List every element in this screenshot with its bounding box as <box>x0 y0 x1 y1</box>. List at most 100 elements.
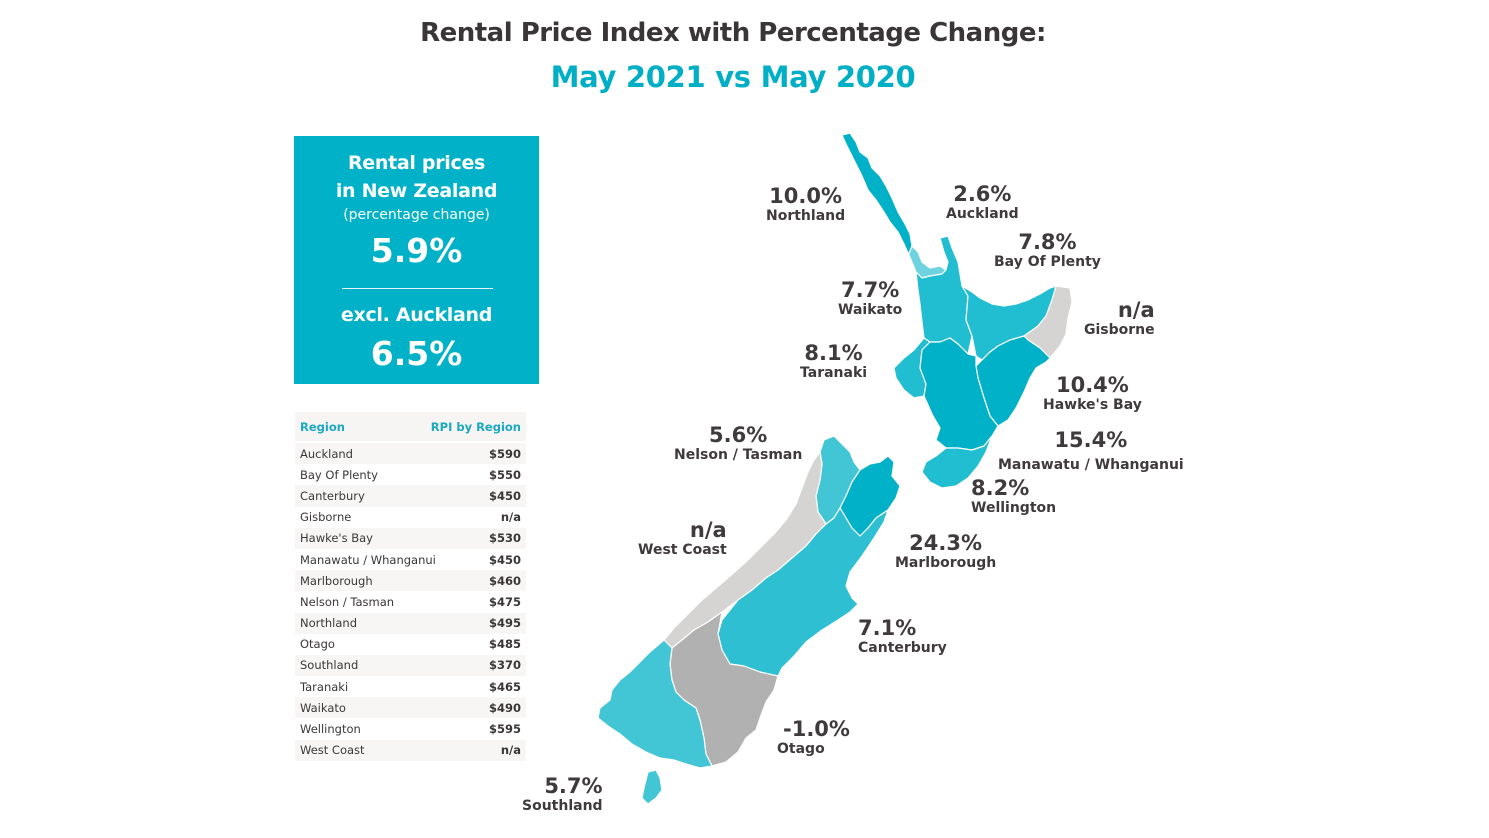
label-otago: -1.0% Otago <box>777 717 850 757</box>
label-name: Hawke's Bay <box>1043 397 1142 413</box>
label-pct: 15.4% <box>1054 428 1128 452</box>
cell-rpi: n/a <box>500 743 521 758</box>
label-pct: 8.2% <box>971 476 1030 500</box>
cell-region: Auckland <box>300 446 353 461</box>
cell-rpi: $595 <box>488 722 521 737</box>
label-west-coast: n/a West Coast <box>638 518 727 558</box>
label-pct: n/a <box>1117 298 1155 322</box>
column-header-region[interactable]: Region <box>300 419 345 434</box>
label-bay-of-plenty: 7.8% Bay Of Plenty <box>994 230 1101 270</box>
label-name: Waikato <box>838 302 903 318</box>
label-hawkes-bay: 10.4% Hawke's Bay <box>1043 373 1142 413</box>
label-name: Northland <box>766 208 846 224</box>
cell-rpi: $370 <box>488 658 521 673</box>
cell-region: Wellington <box>300 722 361 737</box>
region-southland[interactable] <box>597 639 713 769</box>
label-name: Nelson / Tasman <box>674 447 803 463</box>
label-gisborne: n/a Gisborne <box>1084 298 1155 338</box>
label-name: Taranaki <box>800 365 868 381</box>
cell-rpi: $460 <box>488 573 521 588</box>
label-name: Auckland <box>946 206 1019 222</box>
label-pct: 7.8% <box>1018 230 1077 254</box>
kpi-nz-value: 5.9% <box>370 231 463 270</box>
label-name: Wellington <box>971 500 1057 516</box>
kpi-excl-value: 6.5% <box>370 334 463 373</box>
table-row: Wellington $595 <box>295 718 526 739</box>
cell-region: Otago <box>300 637 335 652</box>
label-name: Canterbury <box>858 640 947 656</box>
label-manawatu-whanganui: 15.4% Manawatu / Whanganui <box>998 428 1184 473</box>
cell-region: Marlborough <box>300 573 373 588</box>
table-row: Manawatu / Whanganui $450 <box>295 549 526 570</box>
table-row: Hawke's Bay $530 <box>295 527 526 549</box>
cell-rpi: $550 <box>488 467 521 482</box>
table-row: Waikato $490 <box>295 697 526 719</box>
cell-region: Waikato <box>300 700 346 715</box>
region-auckland[interactable] <box>903 243 947 279</box>
cell-rpi: $450 <box>488 552 521 567</box>
label-southland: 5.7% Southland <box>522 774 603 814</box>
label-northland: 10.0% Northland <box>766 184 846 224</box>
page-subtitle: May 2021 vs May 2020 <box>550 60 916 94</box>
table-row: West Coast n/a <box>295 739 526 761</box>
table-row: Marlborough $460 <box>295 570 526 592</box>
label-canterbury: 7.1% Canterbury <box>858 616 947 656</box>
table-row: Bay Of Plenty $550 <box>295 464 526 485</box>
label-pct: 5.7% <box>544 774 603 798</box>
label-pct: 7.1% <box>858 616 917 640</box>
label-pct: n/a <box>689 518 727 542</box>
cell-region: Gisborne <box>300 510 352 525</box>
table-row: Otago $485 <box>295 634 526 655</box>
table-row: Nelson / Tasman $475 <box>295 591 526 612</box>
label-name: Manawatu / Whanganui <box>998 457 1184 473</box>
table-row: Canterbury $450 <box>295 485 526 507</box>
kpi-line-1: Rental prices <box>347 152 486 174</box>
table-header: Region RPI by Region <box>295 412 526 441</box>
kpi-divider <box>342 288 493 289</box>
column-header-rpi[interactable]: RPI by Region <box>430 419 521 434</box>
cell-rpi: $465 <box>488 679 521 694</box>
region-stewart-island[interactable] <box>641 769 663 805</box>
label-pct: 10.0% <box>769 184 842 208</box>
cell-region: West Coast <box>300 743 365 758</box>
label-marlborough: 24.3% Marlborough <box>895 533 997 571</box>
label-name: West Coast <box>638 542 727 558</box>
region-northland[interactable] <box>841 132 913 257</box>
table-row: Southland $370 <box>295 654 526 677</box>
label-pct: 8.1% <box>804 341 863 365</box>
label-name: Gisborne <box>1084 322 1155 338</box>
cell-region: Bay Of Plenty <box>300 467 378 482</box>
table-row: Taranaki $465 <box>295 676 526 697</box>
label-name: Bay Of Plenty <box>994 254 1101 270</box>
cell-rpi: n/a <box>500 510 521 525</box>
cell-rpi: $475 <box>488 594 521 609</box>
region-canterbury[interactable] <box>717 507 889 677</box>
cell-rpi: $490 <box>488 700 521 715</box>
cell-region: Manawatu / Whanganui <box>300 552 436 567</box>
cell-region: Hawke's Bay <box>300 531 373 546</box>
label-name: Marlborough <box>895 555 997 571</box>
label-taranaki: 8.1% Taranaki <box>800 341 868 381</box>
cell-rpi: $530 <box>488 531 521 546</box>
cell-rpi: $485 <box>488 637 521 652</box>
label-name: Southland <box>522 798 603 814</box>
table-row: Auckland $590 <box>295 443 526 465</box>
kpi-line-2: in New Zealand <box>335 180 498 202</box>
label-auckland: 2.6% Auckland <box>946 184 1019 222</box>
label-pct: 7.7% <box>841 278 900 302</box>
rpi-table: Region RPI by Region Auckland $590 Bay Of… <box>295 412 526 761</box>
label-pct: 10.4% <box>1055 373 1129 397</box>
region-wellington[interactable] <box>921 435 993 489</box>
label-pct: -1.0% <box>783 717 850 741</box>
table-body: Auckland $590 Bay Of Plenty $550 Canterbur… <box>295 443 526 761</box>
kpi-line-3: (percentage change) <box>343 207 490 223</box>
label-wellington: 8.2% Wellington <box>971 476 1057 516</box>
cell-region: Southland <box>300 658 359 673</box>
cell-region: Taranaki <box>300 679 349 694</box>
region-waikato[interactable] <box>915 235 973 355</box>
table-row: Northland $495 <box>295 612 526 634</box>
cell-rpi: $590 <box>488 446 521 461</box>
kpi-excl-label: excl. Auckland <box>340 304 493 326</box>
table-row: Gisborne n/a <box>295 507 526 528</box>
cell-rpi: $450 <box>488 488 521 503</box>
